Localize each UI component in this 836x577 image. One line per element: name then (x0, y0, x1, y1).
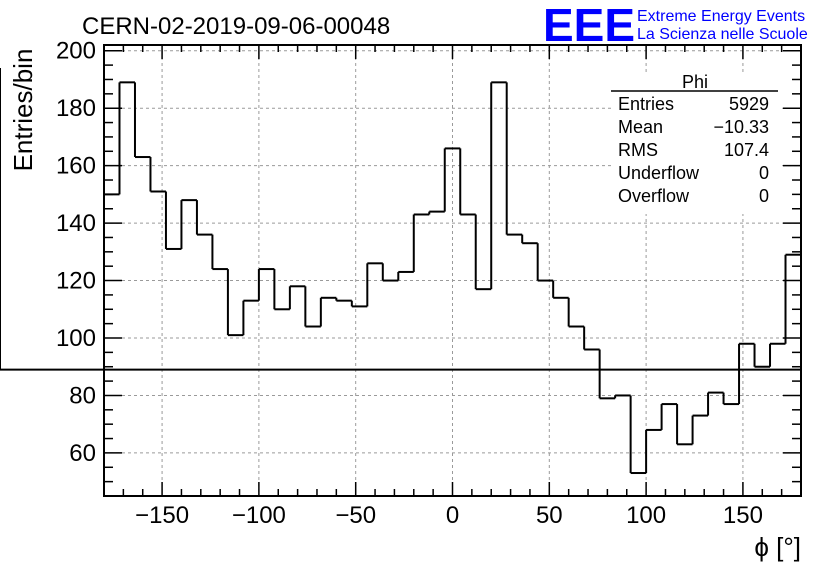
stats-row-value: 5929 (729, 94, 769, 114)
logo-mark: EEE (543, 0, 635, 51)
axis-ticks (103, 45, 802, 496)
logo-line1: Extreme Energy Events (637, 8, 805, 25)
y-tick-label: 180 (56, 95, 96, 122)
y-tick-label: 80 (69, 382, 96, 409)
run-title: CERN-02-2019-09-06-00048 (82, 13, 390, 40)
logo-line2: La Scienza nelle Scuole (637, 26, 808, 43)
y-tick-label: 120 (56, 268, 96, 295)
x-tick-label: 150 (723, 502, 763, 529)
grid (104, 45, 801, 496)
x-tick-label: −150 (135, 502, 189, 529)
x-tick-label: 0 (446, 502, 459, 529)
stats-row-label: Overflow (618, 186, 690, 206)
histogram-series (0, 67, 802, 475)
stats-row-label: Mean (618, 117, 663, 137)
y-tick-label: 100 (56, 325, 96, 352)
stats-row-label: Underflow (618, 163, 700, 183)
x-tick-label: −50 (335, 502, 376, 529)
x-axis-label: ϕ [°] (754, 532, 801, 562)
stats-row-value: 0 (759, 186, 769, 206)
y-tick-label: 140 (56, 210, 96, 237)
y-axis-label: Entries/bin (8, 49, 38, 172)
stats-row-value: 0 (759, 163, 769, 183)
stats-box-title: Phi (682, 72, 708, 92)
y-tick-label: 160 (56, 153, 96, 180)
stats-row-value: −10.33 (713, 117, 769, 137)
stats-box: Phi Entries 5929 Mean −10.33 RMS 107.4 Underfl… (611, 72, 780, 214)
stats-row-label: Entries (618, 94, 674, 114)
stats-rows: Entries 5929 Mean −10.33 RMS 107.4 Underflow 0 O… (618, 94, 769, 206)
stats-row-value: 107.4 (724, 140, 769, 160)
x-tick-label: 100 (626, 502, 666, 529)
y-tick-label: 200 (56, 38, 96, 65)
stats-box-background (611, 74, 780, 214)
tick-labels: −150 −100 −50 0 50 100 150 60 80 100 120 140 160 180 2… (56, 38, 763, 529)
y-tick-label: 60 (69, 440, 96, 467)
eee-logo: EEE Extreme Energy Events La Scienza nel… (543, 0, 808, 51)
x-tick-label: −100 (232, 502, 286, 529)
stats-row-label: RMS (618, 140, 658, 160)
x-tick-label: 50 (536, 502, 563, 529)
